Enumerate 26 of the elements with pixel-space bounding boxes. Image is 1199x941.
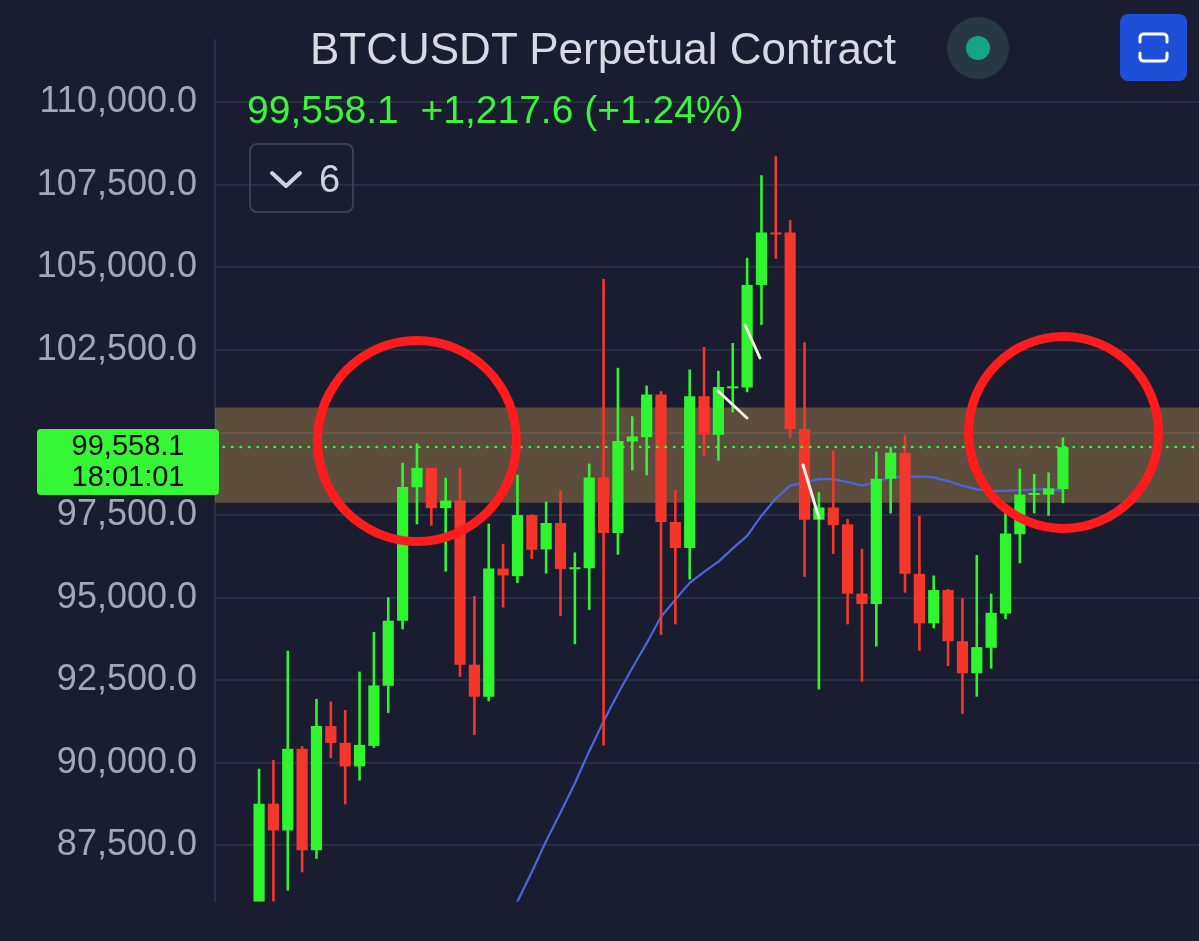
ref-line-label: 99,558.1 18:01:01 — [71, 429, 185, 493]
candlestick — [569, 551, 581, 646]
text: 99,558.1 +1,217.6 (+1.24%) — [247, 88, 744, 131]
candlestick — [440, 476, 452, 573]
y-tick-label: 110,000.0 — [39, 79, 197, 121]
dropdown-button: 6 — [249, 143, 354, 213]
candlestick — [339, 708, 351, 806]
y-tick-label: 97,500.0 — [56, 492, 197, 533]
y-tick-label: 105,000.0 — [36, 244, 197, 286]
y-tick-label: 90,000.0 — [56, 739, 197, 781]
candlestick — [325, 700, 337, 760]
candlestick — [770, 154, 782, 261]
y-tick-label: 107,500.0 — [36, 161, 197, 203]
annotation: 6 — [319, 158, 341, 200]
candlestick — [353, 670, 366, 782]
y-tick-label: 95,000.0 — [56, 574, 197, 616]
candlestick — [727, 341, 739, 414]
chart-title: BTCUSDT Perpetual Contract — [310, 24, 897, 73]
y-tick-label: 92,500.0 — [56, 657, 197, 699]
candlestick — [1028, 472, 1040, 515]
candlestick — [856, 547, 868, 683]
y-tick-label: 102,500.0 — [36, 326, 197, 368]
candlestick — [1042, 471, 1055, 518]
candlestick — [497, 542, 509, 609]
candlestick — [827, 449, 839, 556]
y-tick-label: 87,500.0 — [56, 822, 197, 864]
